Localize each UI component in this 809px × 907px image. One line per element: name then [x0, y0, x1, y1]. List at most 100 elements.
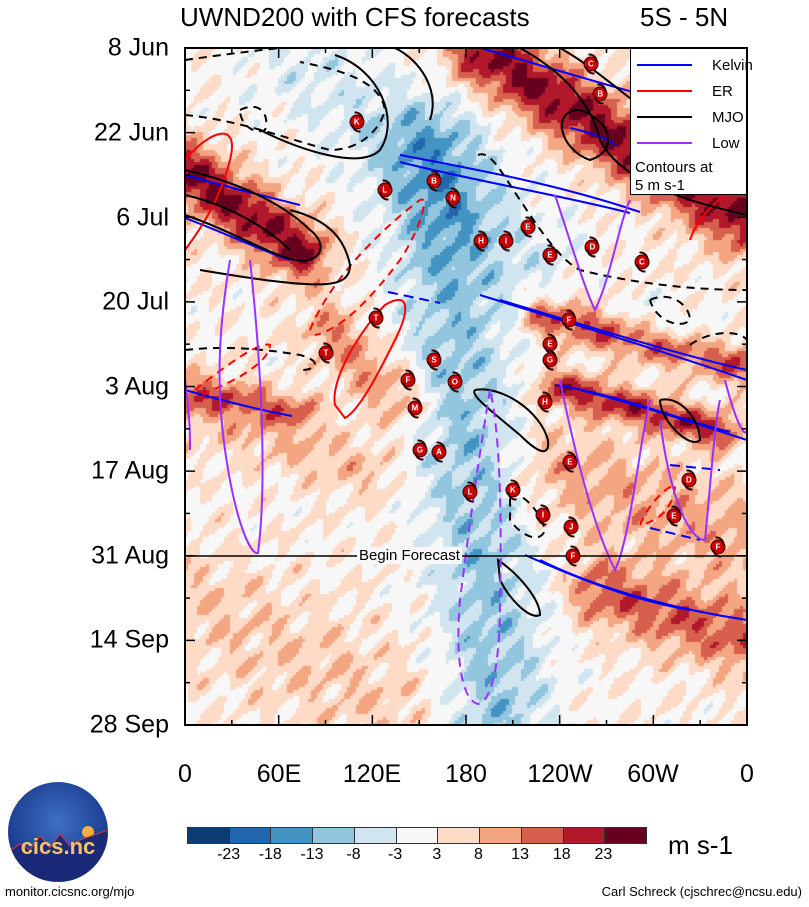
tropical-cyclone-marker: C [584, 53, 598, 75]
tropical-cyclone-marker: L [463, 481, 477, 503]
colorbar-swatch [354, 828, 397, 843]
colorbar [187, 827, 647, 844]
colorbar-units: m s-1 [668, 830, 733, 860]
colorbar-label: -23 [217, 846, 241, 863]
cics-logo: cics.nc [8, 782, 108, 882]
y-tick-label: 31 Aug [91, 541, 169, 570]
legend-swatch [637, 64, 692, 66]
legend: Kelvin ER MJO Low Contours at 5 m s-1 [630, 48, 753, 195]
colorbar-swatch [605, 828, 647, 843]
colorbar-label: -3 [388, 846, 403, 863]
y-tick-label: 6 Jul [116, 203, 169, 232]
colorbar-swatch [521, 828, 564, 843]
author-credit: Carl Schreck (cjschrec@ncsu.edu) [601, 884, 802, 899]
colorbar-label: 23 [594, 846, 613, 863]
tropical-cyclone-marker: O [448, 371, 462, 393]
tropical-cyclone-marker: H [538, 391, 552, 413]
tropical-cyclone-marker: K [350, 111, 364, 133]
logo-mountains [8, 826, 108, 882]
colorbar-label: -8 [346, 846, 361, 863]
tropical-cyclone-marker: A [432, 441, 446, 463]
note-line: 5 m s-1 [635, 177, 686, 194]
tropical-cyclone-marker: T [369, 307, 383, 329]
colorbar-label: -13 [300, 846, 324, 863]
colorbar-swatch [438, 828, 481, 843]
note-line: Contours at [635, 159, 713, 176]
tropical-cyclone-marker: J [564, 516, 578, 538]
colorbar-swatch [480, 828, 522, 843]
tropical-cyclone-marker: K [506, 479, 520, 501]
x-tick-label: 120W [527, 760, 593, 788]
contour-interval-note: Contours at 5 m s-1 [635, 159, 713, 195]
tropical-cyclone-marker: N [446, 187, 460, 209]
legend-entry-er: ER [637, 81, 733, 101]
tropical-cyclone-marker: E [521, 216, 535, 238]
legend-swatch [637, 116, 692, 118]
low-contour [184, 194, 748, 573]
contours [184, 47, 748, 706]
begin-forecast-label: Begin Forecast [357, 547, 462, 564]
legend-swatch [637, 142, 692, 144]
y-tick-label: 22 Jun [93, 118, 169, 147]
tropical-cyclone-marker: I [499, 230, 513, 252]
colorbar-swatch [563, 828, 606, 843]
y-tick-label: 20 Jul [102, 287, 169, 316]
tropical-cyclone-marker: I [536, 504, 550, 526]
tropical-cyclone-marker: G [413, 439, 427, 461]
tropical-cyclone-marker: E [667, 505, 681, 527]
legend-label: ER [712, 82, 733, 100]
colorbar-swatch [188, 828, 230, 843]
colorbar-label: 8 [474, 846, 483, 863]
legend-entry-mjo: MJO [637, 107, 744, 127]
legend-entry-kelvin: Kelvin [637, 55, 753, 75]
tropical-cyclone-marker: F [711, 536, 725, 558]
tropical-cyclone-marker: F [562, 309, 576, 331]
latitude-band-label: 5S - 5N [640, 2, 729, 32]
x-tick-label: 0 [178, 760, 192, 788]
tropical-cyclone-marker: G [543, 349, 557, 371]
colorbar-swatch [271, 828, 314, 843]
tropical-cyclone-marker: S [427, 349, 441, 371]
legend-swatch [637, 90, 692, 92]
tropical-cyclone-marker: C [635, 251, 649, 273]
x-tick-label: 60E [256, 760, 302, 788]
y-tick-label: 14 Sep [89, 625, 169, 654]
legend-label: Low [712, 134, 740, 152]
legend-label: MJO [712, 108, 744, 126]
x-tick-label: 60W [627, 760, 679, 788]
x-tick-label: 180 [445, 760, 487, 788]
tropical-cyclone-marker: E [543, 244, 557, 266]
y-tick-label: 3 Aug [105, 372, 169, 401]
tropical-cyclone-marker: T [319, 342, 333, 364]
colorbar-swatch [396, 828, 439, 843]
tropical-cyclone-marker: D [682, 469, 696, 491]
colorbar-label: 18 [552, 846, 571, 863]
tropical-cyclone-marker: L [378, 179, 392, 201]
y-tick-label: 28 Sep [89, 710, 169, 739]
colorbar-label: -18 [258, 846, 282, 863]
tropical-cyclone-marker: F [566, 545, 580, 567]
tropical-cyclone-marker: D [585, 236, 599, 258]
x-tick-label: 120E [342, 760, 402, 788]
colorbar-swatch [313, 828, 355, 843]
x-tick-label: 0 [740, 760, 754, 788]
legend-entry-low: Low [637, 133, 740, 153]
low-dashed-contour [457, 389, 502, 706]
colorbar-label: 3 [432, 846, 442, 863]
tropical-cyclone-marker: E [563, 451, 577, 473]
mjo-dashed-contour [184, 47, 748, 539]
source-url[interactable]: monitor.cicsnc.org/mjo [5, 884, 135, 899]
chart-title: UWND200 with CFS forecasts [180, 2, 530, 32]
logo-text: cics.nc [20, 834, 96, 859]
kelvin-contour [184, 47, 748, 621]
legend-label: Kelvin [712, 56, 753, 74]
tropical-cyclone-marker: B [427, 170, 441, 192]
y-tick-label: 8 Jun [107, 33, 169, 62]
tropical-cyclone-marker: H [474, 230, 488, 252]
tropical-cyclone-marker: M [408, 397, 422, 419]
tropical-cyclone-marker: F [401, 369, 415, 391]
tropical-cyclone-marker: B [593, 83, 607, 105]
y-tick-label: 17 Aug [91, 456, 169, 485]
colorbar-label: 13 [511, 846, 529, 863]
